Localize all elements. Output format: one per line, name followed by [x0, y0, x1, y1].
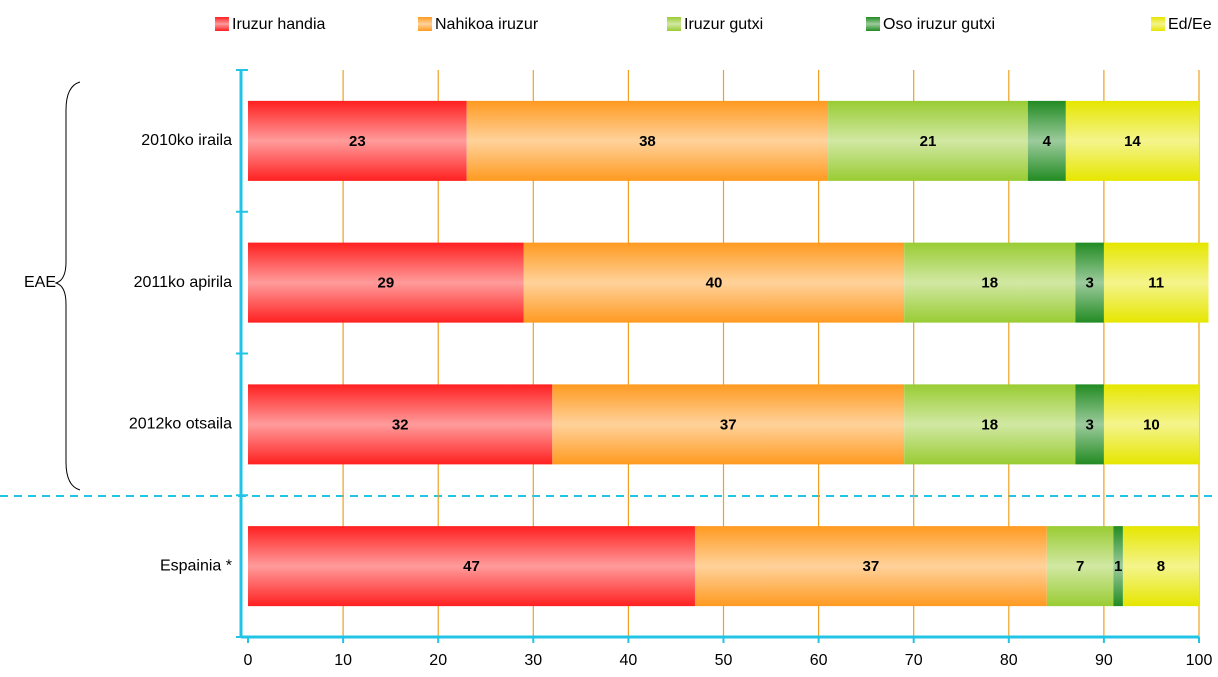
value-label: 4 — [1043, 133, 1052, 150]
x-tick-label: 90 — [1095, 652, 1113, 669]
value-label: 37 — [720, 416, 737, 433]
bar-segment — [248, 242, 524, 323]
value-label: 3 — [1085, 275, 1093, 292]
bar-segment — [1075, 384, 1104, 465]
x-tick-label: 20 — [429, 652, 447, 669]
x-tick-label: 30 — [524, 652, 542, 669]
legend-swatch — [418, 17, 432, 31]
group-label: EAE — [24, 274, 56, 291]
legend-label: Oso iruzur gutxi — [883, 16, 995, 33]
y-tick-label: 2012ko otsaila — [129, 416, 232, 433]
legend-label: Ed/Ee — [1168, 16, 1212, 33]
x-tick-label: 70 — [905, 652, 923, 669]
value-label: 14 — [1124, 133, 1141, 150]
x-tick-label: 100 — [1186, 652, 1213, 669]
value-label: 18 — [981, 275, 998, 292]
group-brace — [54, 81, 81, 491]
value-label: 37 — [863, 558, 880, 575]
value-label: 11 — [1148, 275, 1164, 292]
value-label: 40 — [706, 275, 723, 292]
bar-segment — [1027, 100, 1066, 181]
y-tick-label: Espainia * — [160, 557, 232, 574]
value-label: 29 — [378, 275, 395, 292]
bar-segment — [1046, 526, 1114, 607]
legend-swatch — [1151, 17, 1165, 31]
x-tick-label: 80 — [1000, 652, 1018, 669]
value-label: 7 — [1076, 558, 1084, 575]
value-label: 10 — [1143, 416, 1160, 433]
bar-segment — [904, 242, 1076, 323]
x-tick-label: 40 — [620, 652, 638, 669]
bar-segment — [1075, 242, 1104, 323]
value-label: 8 — [1157, 558, 1165, 575]
y-tick-label: 2011ko apirila — [134, 274, 233, 291]
bar-segment — [466, 100, 829, 181]
value-label: 23 — [349, 133, 366, 150]
value-label: 38 — [639, 133, 656, 150]
legend-label: Nahikoa iruzur — [435, 16, 539, 33]
bar-segment — [1065, 100, 1199, 181]
legend-label: Iruzur handia — [232, 16, 325, 33]
bar-segment — [248, 384, 553, 465]
legend-swatch — [215, 17, 229, 31]
bar-segment — [828, 100, 1028, 181]
bar-segment — [523, 242, 905, 323]
bar-segment — [1103, 384, 1199, 465]
x-tick-label: 10 — [334, 652, 352, 669]
value-label: 47 — [463, 558, 480, 575]
x-tick-label: 50 — [715, 652, 733, 669]
x-tick-label: 60 — [810, 652, 828, 669]
bar-segment — [552, 384, 905, 465]
bar-segment — [248, 100, 467, 181]
bar-segment — [904, 384, 1076, 465]
bar-segment — [1113, 526, 1123, 607]
y-tick-label: 2010ko iraila — [141, 132, 232, 149]
bar-segment — [1103, 242, 1209, 323]
legend-swatch — [866, 17, 880, 31]
value-label: 1 — [1114, 558, 1122, 575]
value-label: 32 — [392, 416, 409, 433]
bar-segment — [248, 526, 695, 607]
value-label: 21 — [920, 133, 937, 150]
bar-segment — [1122, 526, 1199, 607]
legend-label: Iruzur gutxi — [684, 16, 763, 33]
legend-swatch — [667, 17, 681, 31]
bar-segment — [694, 526, 1047, 607]
value-label: 18 — [981, 416, 998, 433]
x-tick-label: 0 — [244, 652, 253, 669]
value-label: 3 — [1085, 416, 1093, 433]
